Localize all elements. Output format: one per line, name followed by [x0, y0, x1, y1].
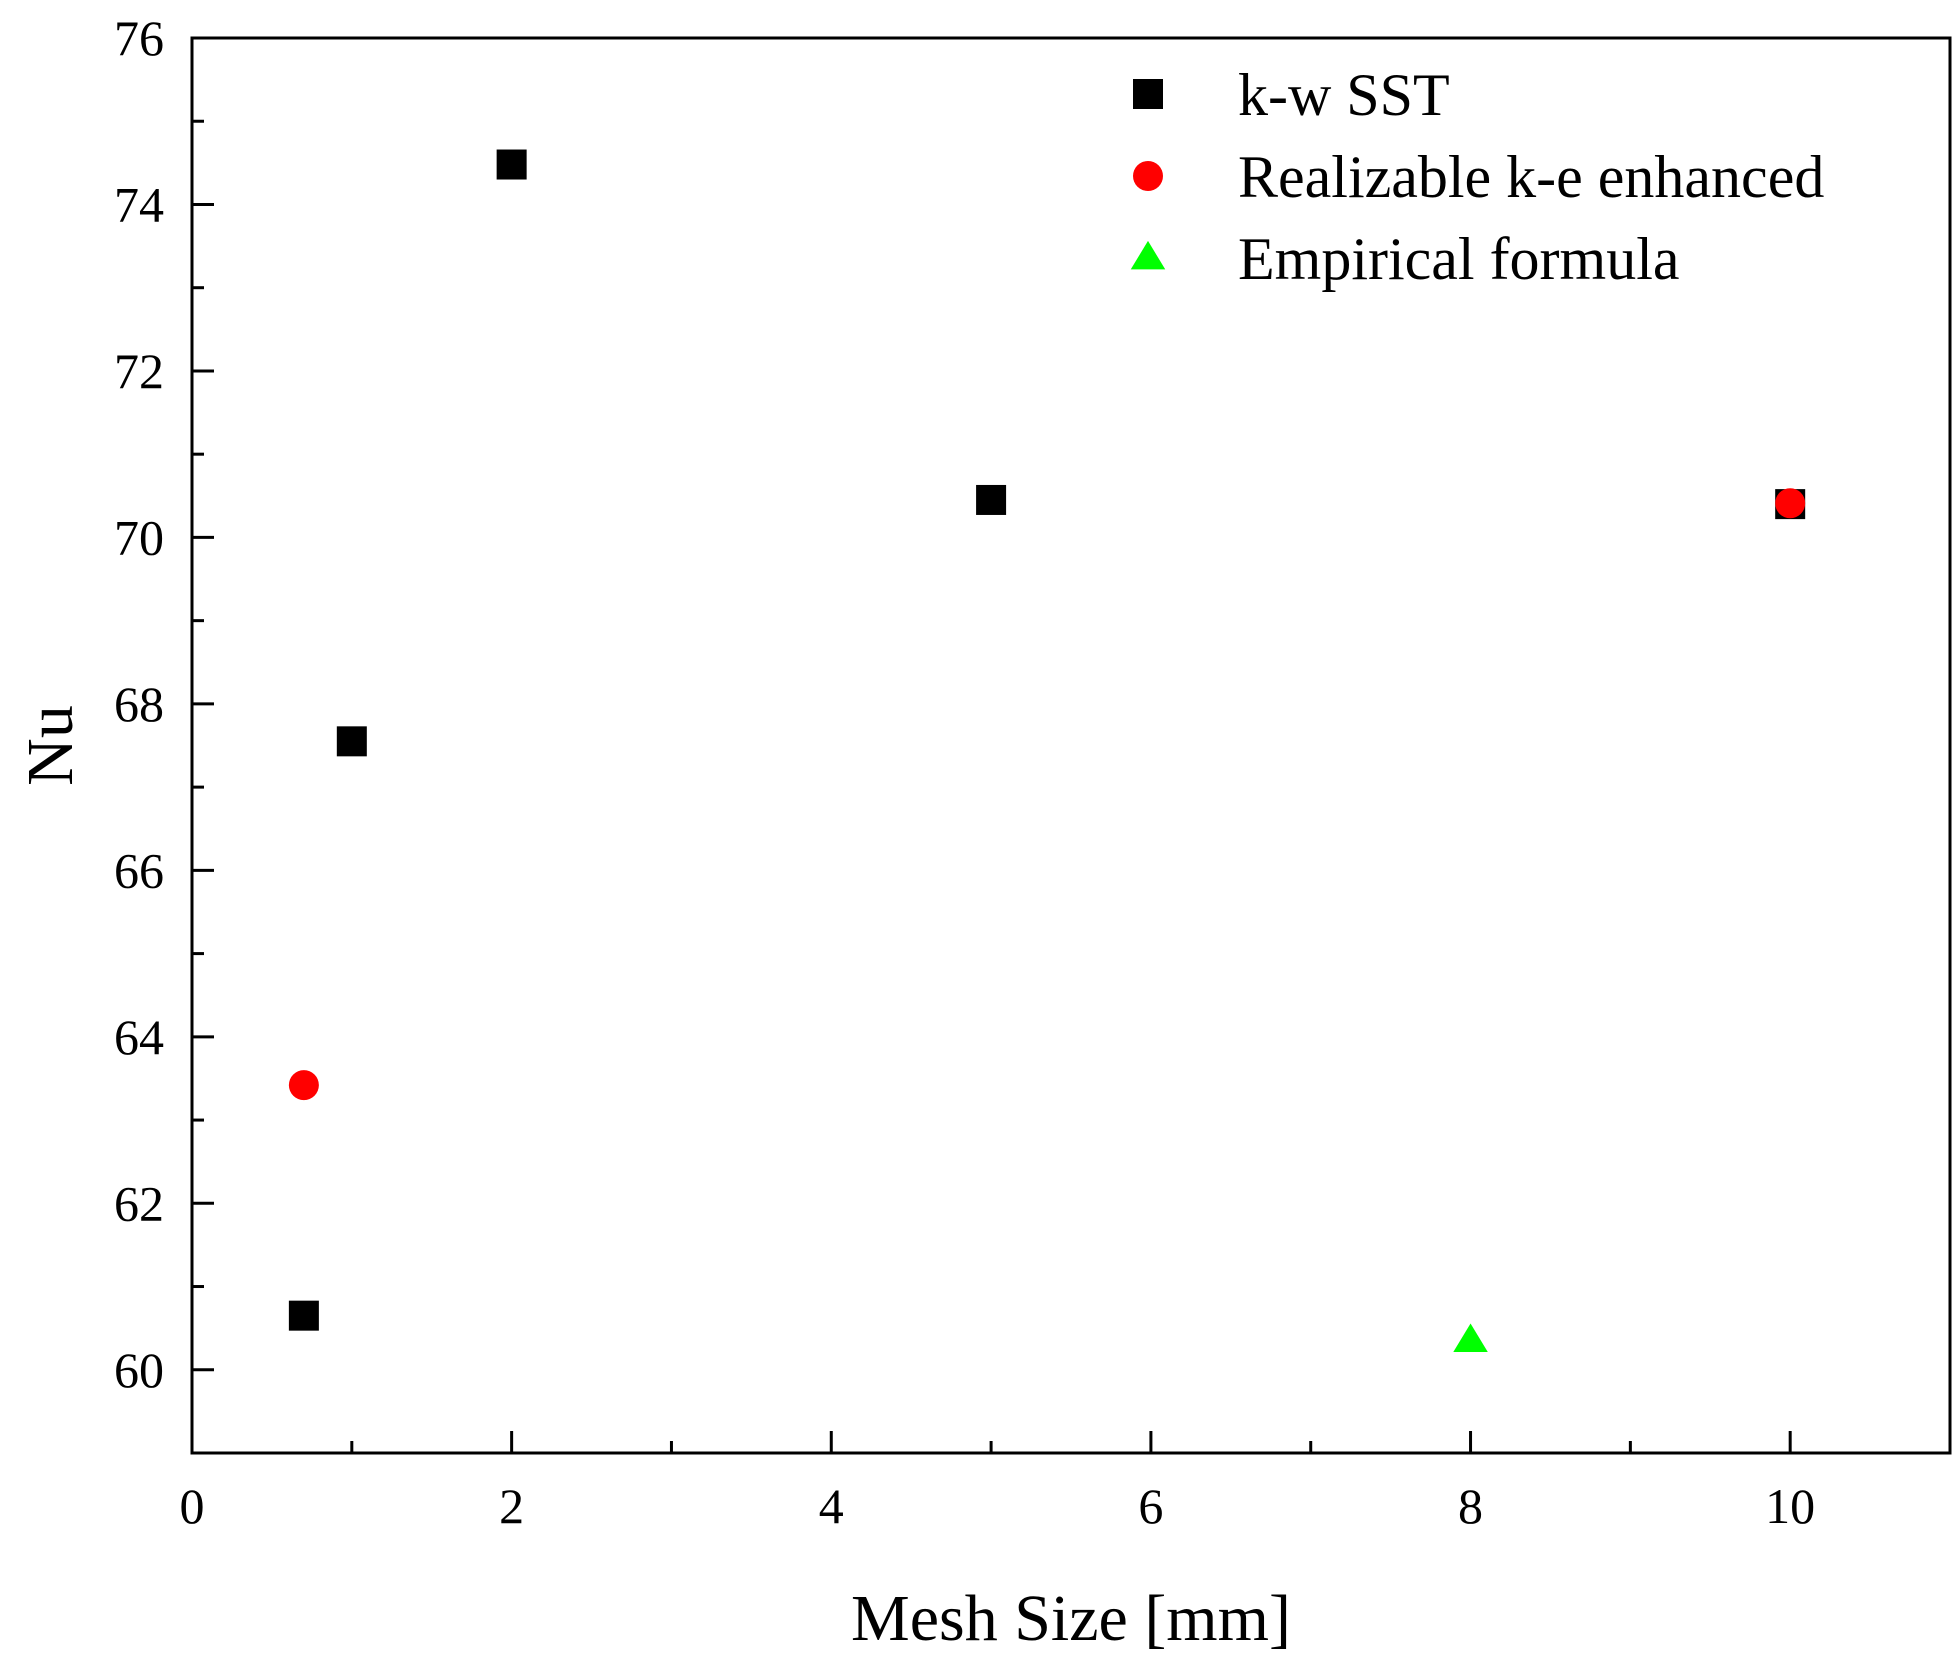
y-tick-label: 70: [114, 509, 164, 565]
data-point-square: [976, 484, 1007, 515]
x-tick-label: 0: [180, 1478, 205, 1534]
x-tick-label: 4: [819, 1478, 844, 1534]
data-points: [288, 149, 1806, 1353]
legend-label: Realizable k-e enhanced: [1238, 144, 1824, 210]
data-point-square: [496, 149, 527, 180]
legend-item: Realizable k-e enhanced: [1133, 144, 1824, 210]
data-point-triangle: [1453, 1323, 1488, 1353]
y-tick-label: 64: [114, 1009, 164, 1065]
y-tick-label: 74: [114, 176, 164, 232]
axis-ticks: [190, 36, 1952, 1455]
legend-marker-square: [1133, 79, 1163, 109]
y-tick-label: 66: [114, 842, 164, 898]
y-tick-label: 76: [114, 10, 164, 66]
series-square-points: [288, 149, 1806, 1331]
legend-label: k-w SST: [1238, 62, 1450, 128]
data-point-circle: [1775, 488, 1806, 519]
y-axis-title: Nu: [14, 705, 87, 786]
x-axis-title: Mesh Size [mm]: [851, 1582, 1291, 1655]
legend-marker-circle: [1133, 161, 1163, 191]
legend-item: k-w SST: [1133, 62, 1450, 128]
legend-label: Empirical formula: [1238, 226, 1680, 292]
legend-marker-triangle: [1130, 240, 1166, 270]
series-circle-points: [288, 488, 1806, 1101]
x-tick-label: 6: [1138, 1478, 1163, 1534]
legend: k-w SST Realizable k-e enhanced Empirical …: [1130, 62, 1824, 292]
y-tick-label: 72: [114, 343, 164, 399]
data-point-square: [336, 726, 367, 757]
series-triangle-points: [1453, 1323, 1488, 1353]
y-tick-label: 68: [114, 676, 164, 732]
x-tick-label: 8: [1458, 1478, 1483, 1534]
data-point-square: [288, 1300, 319, 1331]
legend-item: Empirical formula: [1130, 226, 1680, 292]
data-point-circle: [288, 1070, 319, 1101]
x-tick-label: 2: [499, 1478, 524, 1534]
plot-frame: [190, 36, 1952, 1455]
y-tick-label: 62: [114, 1175, 164, 1231]
x-tick-label: 10: [1765, 1478, 1815, 1534]
y-tick-label: 60: [114, 1342, 164, 1398]
